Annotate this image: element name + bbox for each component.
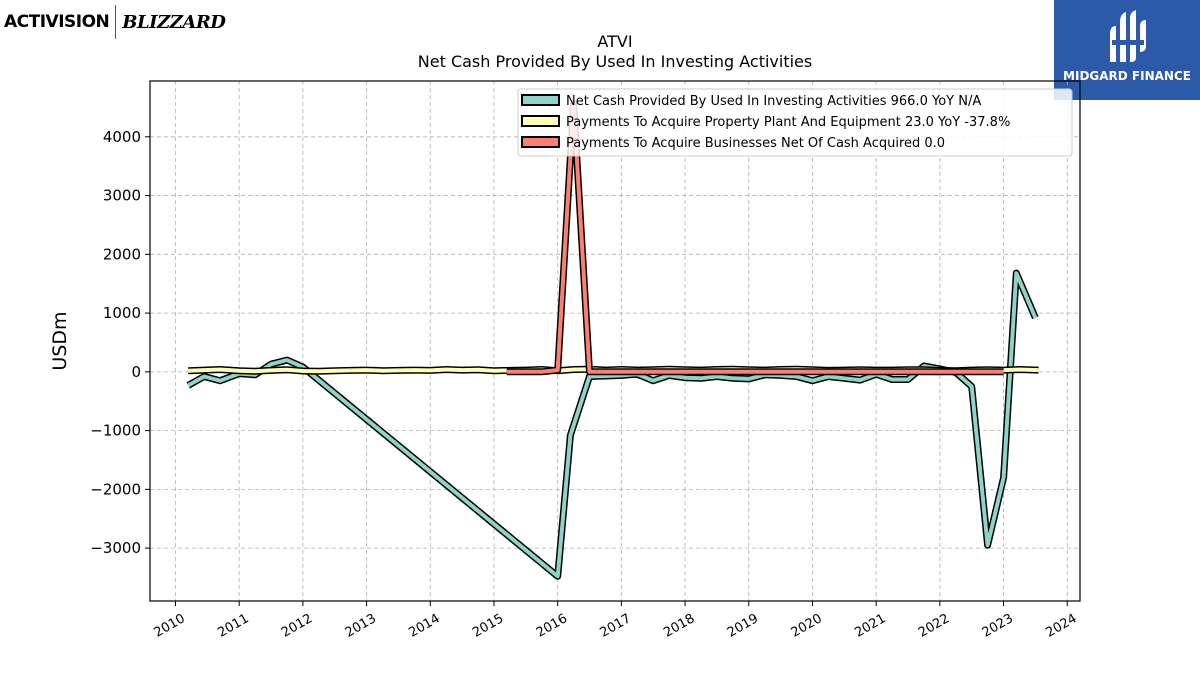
x-tick-label: 2019 (725, 611, 761, 641)
legend: Net Cash Provided By Used In Investing A… (517, 88, 1073, 157)
y-tick-label: 0 (131, 363, 141, 381)
x-tick-label: 2014 (406, 611, 442, 641)
chart-title: ATVI (597, 32, 633, 51)
x-tick-label: 2024 (1043, 611, 1079, 641)
legend-swatch-ppe-payments (521, 115, 560, 127)
series-lines (186, 99, 1039, 580)
midgard-finance-logo: MIDGARD FINANCE (1054, 0, 1200, 100)
y-tick-label: −2000 (90, 480, 141, 498)
x-tick-label: 2015 (470, 611, 506, 641)
y-tick-label: 2000 (103, 245, 141, 263)
y-tick-label: 4000 (103, 128, 141, 146)
legend-label-ppe-payments: Payments To Acquire Property Plant And E… (566, 115, 1010, 130)
series-business-acquisitions-line (506, 101, 1004, 374)
y-tick-label: 1000 (103, 304, 141, 322)
y-tick-label: −3000 (90, 539, 141, 557)
logo-divider (115, 5, 117, 39)
x-tick-label: 2012 (279, 611, 315, 641)
activision-blizzard-logo: ACTIVISION BLIZZARD (4, 4, 226, 40)
y-axis-label: USDm (49, 311, 71, 370)
series-net-cash-investing-outline (186, 269, 1039, 580)
activision-wordmark: ACTIVISION (4, 12, 110, 32)
x-tick-label: 2016 (534, 611, 570, 641)
x-tick-label: 2018 (661, 611, 697, 641)
midgard-emblem-icon (1110, 10, 1146, 62)
legend-label-business-acquisitions: Payments To Acquire Businesses Net Of Ca… (566, 136, 945, 151)
blizzard-wordmark: BLIZZARD (122, 11, 226, 33)
x-tick-label: 2021 (852, 611, 888, 641)
plot-frame (149, 80, 1081, 602)
midgard-brand-text: MIDGARD FINANCE (1063, 69, 1191, 83)
legend-swatch-net-cash-investing (521, 94, 560, 106)
x-tick-label: 2017 (598, 611, 634, 641)
x-tick-label: 2013 (343, 611, 379, 641)
x-tick-label: 2022 (916, 611, 952, 641)
x-tick-label: 2010 (152, 611, 188, 641)
y-tick-label: 3000 (103, 187, 141, 205)
y-tick-label: −1000 (90, 422, 141, 440)
legend-swatch-business-acquisitions (521, 136, 560, 148)
x-tick-label: 2020 (789, 611, 825, 641)
series-net-cash-investing-line (187, 271, 1038, 579)
x-tick-label: 2023 (980, 611, 1016, 641)
legend-label-net-cash-investing: Net Cash Provided By Used In Investing A… (566, 94, 981, 109)
grid-lines (150, 81, 1080, 601)
legend-box (517, 88, 1073, 157)
x-tick-label: 2011 (215, 611, 251, 641)
chart-subtitle: Net Cash Provided By Used In Investing A… (417, 52, 813, 71)
